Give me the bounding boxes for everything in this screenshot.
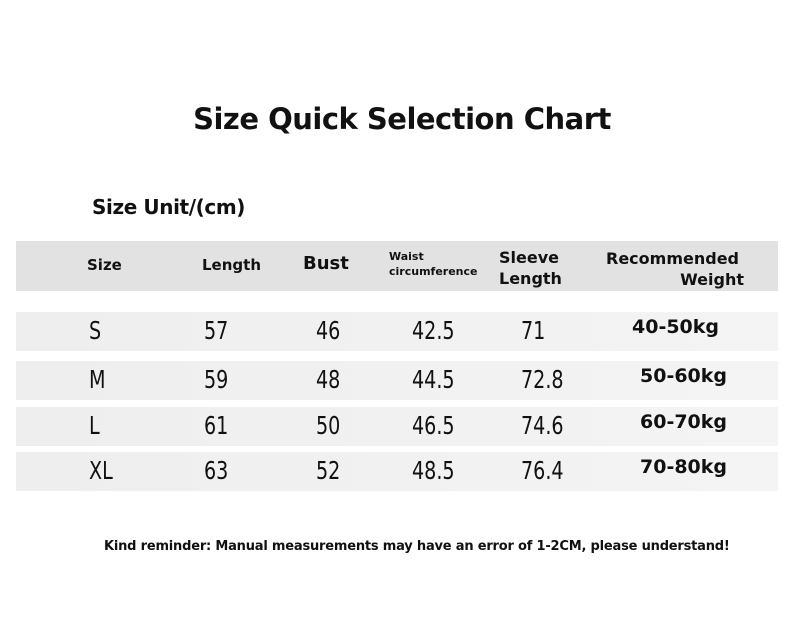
cell-sleeve: 71 [521, 316, 546, 345]
cell-bust: 48 [316, 365, 341, 394]
header-waist-line2: circumference [389, 265, 478, 278]
header-sleeve: Sleeve Length [499, 247, 562, 289]
cell-length: 57 [204, 316, 229, 345]
header-waist-line1: Waist [389, 250, 424, 263]
cell-weight: 50-60kg [640, 365, 728, 387]
cell-bust: 50 [316, 411, 341, 440]
header-weight-line2: Weight [680, 270, 744, 289]
cell-weight: 40-50kg [632, 316, 720, 338]
cell-bust: 52 [316, 456, 341, 485]
header-length: Length [202, 256, 261, 274]
cell-sleeve: 76.4 [521, 456, 564, 485]
chart-title: Size Quick Selection Chart [193, 102, 611, 136]
cell-weight: 60-70kg [640, 411, 728, 433]
cell-bust: 46 [316, 316, 341, 345]
header-size: Size [87, 256, 122, 274]
cell-size: L [89, 411, 100, 440]
cell-waist: 48.5 [412, 456, 455, 485]
cell-size: S [89, 316, 102, 345]
cell-length: 59 [204, 365, 229, 394]
cell-sleeve: 74.6 [521, 411, 564, 440]
table-header: Size Length Bust Waist circumference Slee… [16, 241, 778, 291]
header-sleeve-line1: Sleeve [499, 248, 559, 267]
cell-weight: 70-80kg [640, 456, 728, 478]
table-row: XL 63 52 48.5 76.4 70-80kg [16, 452, 778, 491]
table-row: S 57 46 42.5 71 40-50kg [16, 312, 778, 351]
cell-waist: 44.5 [412, 365, 455, 394]
table-row: L 61 50 46.5 74.6 60-70kg [16, 407, 778, 446]
cell-waist: 46.5 [412, 411, 455, 440]
reminder-note: Kind reminder: Manual measurements may h… [104, 539, 730, 554]
header-waist: Waist circumference [389, 249, 477, 279]
header-weight-line1: Recommended [606, 249, 739, 268]
table-row: M 59 48 44.5 72.8 50-60kg [16, 361, 778, 400]
cell-length: 63 [204, 456, 229, 485]
header-sleeve-line2: Length [499, 269, 562, 288]
header-bust: Bust [303, 253, 349, 274]
size-unit-label: Size Unit/(cm) [92, 195, 246, 219]
cell-size: M [89, 365, 106, 394]
cell-sleeve: 72.8 [521, 365, 564, 394]
cell-waist: 42.5 [412, 316, 455, 345]
cell-length: 61 [204, 411, 229, 440]
header-weight: Recommended Weight [606, 248, 744, 290]
cell-size: XL [89, 456, 113, 485]
